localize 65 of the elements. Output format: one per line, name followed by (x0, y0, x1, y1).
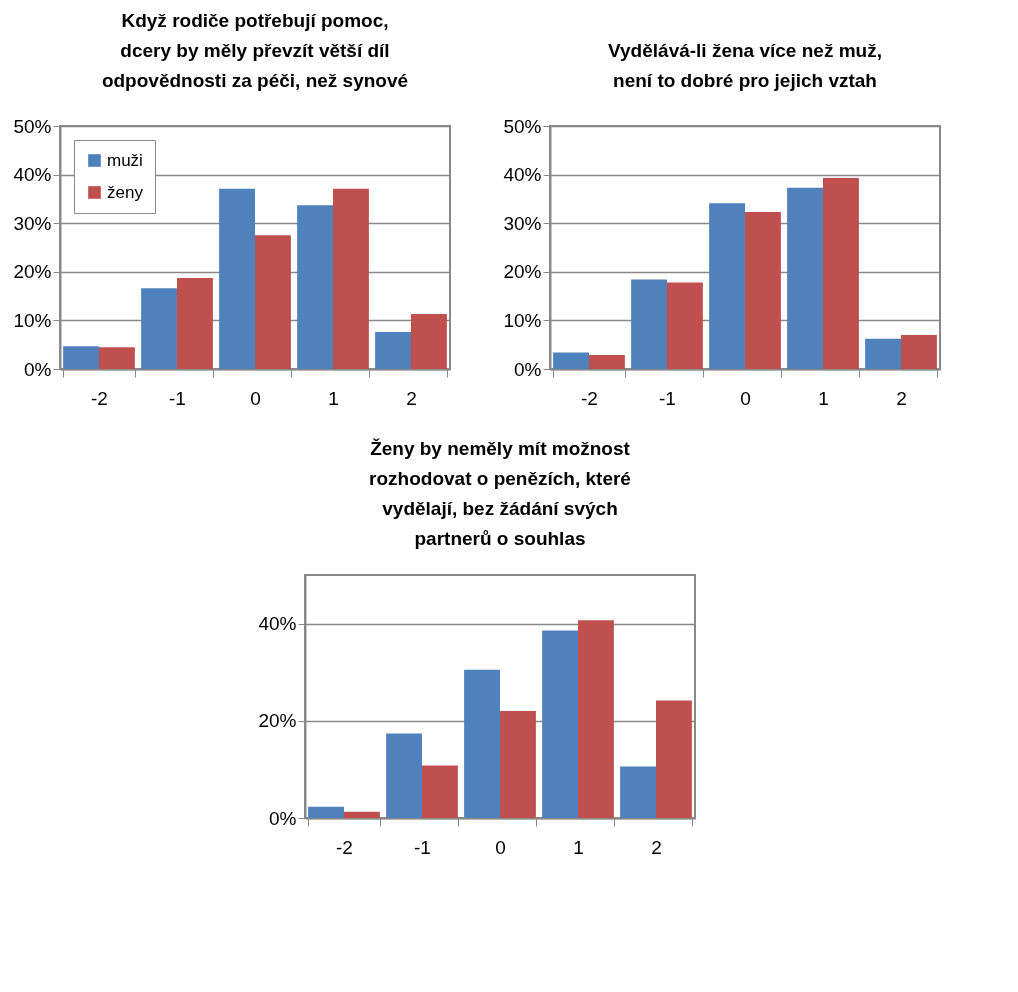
bar (500, 711, 536, 818)
y-tick-label: 40% (258, 613, 297, 635)
x-tick-label: 2 (651, 836, 662, 858)
y-tick-label: 30% (13, 212, 52, 234)
y-tick-label: 30% (503, 212, 542, 234)
legend-label: ženy (107, 182, 144, 202)
y-tick-label: 40% (13, 164, 52, 186)
bar (656, 700, 692, 818)
bar (344, 811, 380, 818)
bar (745, 212, 781, 369)
x-tick-label: 0 (250, 387, 261, 409)
y-tick-label: 0% (514, 358, 542, 380)
bar (787, 187, 823, 369)
bar (553, 352, 589, 369)
x-tick-label: 0 (740, 387, 751, 409)
bar (901, 334, 937, 369)
bar (631, 279, 667, 369)
bar (667, 282, 703, 369)
bar (865, 338, 901, 369)
x-tick-label: 1 (818, 387, 829, 409)
bar (333, 188, 369, 369)
y-tick-label: 20% (503, 261, 542, 283)
y-tick-label: 50% (503, 115, 542, 137)
bar (464, 669, 500, 818)
x-tick-label: 0 (495, 836, 506, 858)
bar (823, 178, 859, 369)
chart-title: Vydělává-li žena více než muž, není to dobré pro jejich vztah (608, 40, 882, 91)
x-tick-label: 2 (896, 387, 907, 409)
bar (422, 765, 458, 818)
y-tick-label: 20% (258, 710, 297, 732)
x-tick-label: -2 (336, 836, 353, 858)
bar (297, 205, 333, 369)
bar (99, 347, 135, 369)
bar (578, 620, 614, 818)
bar (308, 806, 344, 818)
bar (709, 203, 745, 369)
x-tick-label: -1 (414, 836, 431, 858)
x-tick-label: -1 (659, 387, 676, 409)
chart-title: Když rodiče potřebují pomoc, dcery by měly převzít větší díl odpovědnosti za péči, než synové (101, 10, 409, 91)
x-tick-label: 1 (328, 387, 339, 409)
y-tick-label: 0% (24, 358, 52, 380)
y-tick-label: 0% (269, 807, 297, 829)
y-tick-label: 20% (13, 261, 52, 283)
bar (255, 235, 291, 369)
y-tick-label: 50% (13, 115, 52, 137)
y-tick-label: 10% (13, 309, 52, 331)
x-tick-label: 1 (573, 836, 584, 858)
x-tick-label: 2 (406, 387, 417, 409)
bar (620, 766, 656, 818)
y-tick-label: 10% (503, 309, 542, 331)
bar (63, 346, 99, 369)
legend-label: muži (107, 150, 143, 170)
bar (141, 288, 177, 369)
bar (542, 630, 578, 818)
chart-title: Ženy by neměly mít možnost rozhodovat o penězích, které vydělají, bez žádání svých partnerů o souhlas (369, 438, 631, 549)
x-tick-label: -2 (581, 387, 598, 409)
y-tick-label: 40% (503, 164, 542, 186)
bar (386, 733, 422, 818)
bar (375, 332, 411, 369)
bar (177, 278, 213, 369)
bar (219, 188, 255, 369)
bar (589, 354, 625, 369)
x-tick-label: -1 (169, 387, 186, 409)
x-tick-label: -2 (91, 387, 108, 409)
bar (411, 314, 447, 369)
